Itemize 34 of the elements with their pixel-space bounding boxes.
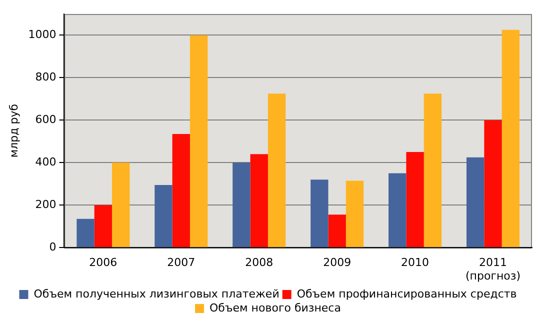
bar bbox=[466, 157, 484, 248]
x-tick-label: 2006 bbox=[89, 256, 118, 270]
bar bbox=[310, 180, 328, 248]
legend-label: Объем профинансированных средств bbox=[296, 287, 517, 300]
y-tick-label: 1000 bbox=[28, 28, 56, 42]
x-tick-label: 2011 (прогноз) bbox=[465, 256, 521, 282]
bar bbox=[172, 134, 190, 248]
y-tick-label: 800 bbox=[35, 70, 56, 84]
x-tick-label: 2010 bbox=[401, 256, 430, 270]
bar bbox=[232, 162, 250, 248]
legend-label: Объем нового бизнеса bbox=[210, 301, 341, 314]
bar bbox=[328, 214, 346, 248]
legend-label: Объем полученных лизинговых платежей bbox=[34, 287, 280, 300]
bar bbox=[346, 180, 364, 248]
y-tick-label: 400 bbox=[35, 156, 56, 169]
bar bbox=[424, 94, 442, 248]
bar bbox=[250, 154, 268, 248]
y-tick-label: 600 bbox=[35, 113, 56, 126]
x-tick-label: 2007 bbox=[167, 256, 196, 270]
y-tick-label: 0 bbox=[49, 240, 56, 254]
bar bbox=[112, 162, 130, 248]
y-tick-label: 200 bbox=[35, 198, 56, 211]
bar bbox=[94, 205, 112, 248]
bar bbox=[388, 173, 406, 248]
bar bbox=[502, 30, 520, 248]
bar bbox=[76, 218, 94, 248]
y-axis-title: млрд руб bbox=[7, 104, 20, 158]
bar bbox=[154, 184, 172, 248]
x-tick-label: 2009 bbox=[323, 256, 352, 270]
bar bbox=[406, 152, 424, 248]
bar bbox=[268, 94, 286, 248]
bar bbox=[190, 35, 208, 248]
bar bbox=[484, 120, 502, 248]
x-tick-label: 2008 bbox=[245, 256, 274, 270]
